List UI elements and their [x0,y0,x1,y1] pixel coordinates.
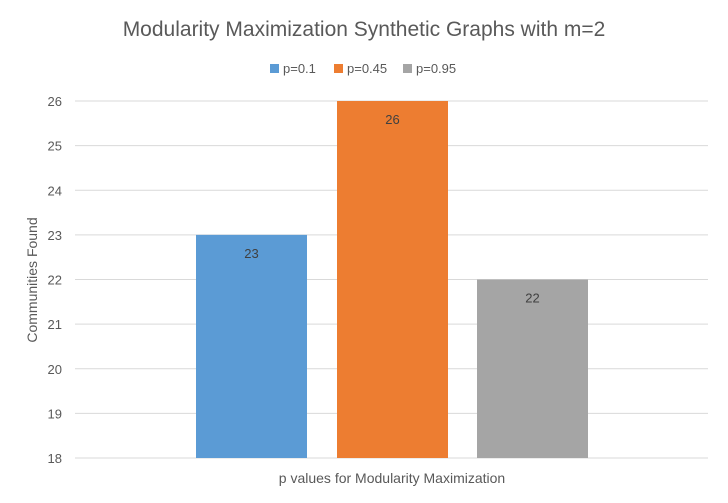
chart-title: Modularity Maximization Synthetic Graphs… [123,18,606,41]
y-tick-label: 23 [48,228,62,243]
legend-label: p=0.95 [416,61,456,76]
y-tick-label: 21 [48,317,62,332]
y-axis-ticks: 18 19 20 21 22 23 24 25 26 [48,94,62,466]
legend: p=0.1 p=0.45 p=0.95 [270,61,456,76]
y-tick-label: 19 [48,406,62,421]
y-tick-label: 22 [48,273,62,288]
data-labels: 23 26 22 [244,112,539,306]
y-tick-label: 25 [48,139,62,154]
bar [477,279,588,458]
y-tick-label: 26 [48,94,62,109]
y-tick-label: 24 [48,183,62,198]
y-tick-label: 20 [48,362,62,377]
data-label: 22 [525,291,539,306]
legend-label: p=0.45 [347,61,387,76]
y-tick-label: 18 [48,451,62,466]
legend-swatch [334,64,343,73]
legend-swatch [270,64,279,73]
bar [337,101,448,458]
bars [196,101,588,458]
legend-label: p=0.1 [283,61,316,76]
x-axis-label: p values for Modularity Maximization [279,470,505,486]
legend-swatch [403,64,412,73]
y-axis-label: Communities Found [24,217,40,342]
bar [196,234,307,458]
data-label: 26 [385,112,399,127]
data-label: 23 [244,246,258,261]
